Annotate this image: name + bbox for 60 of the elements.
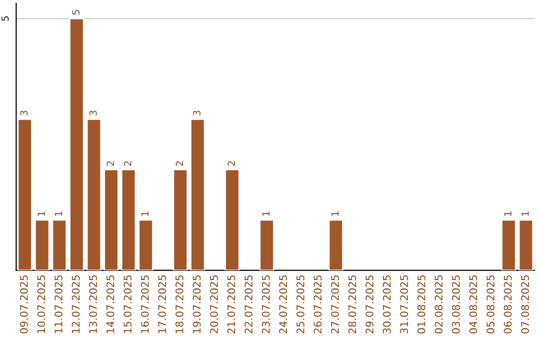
bar <box>518 219 534 270</box>
x-tick-label: 15.07.2025 <box>124 275 132 333</box>
bar <box>120 168 136 270</box>
x-tick-label: 27.07.2025 <box>331 275 339 334</box>
x-tick-label: 22.07.2025 <box>244 275 252 334</box>
x-tick-label: 23.07.2025 <box>262 275 270 334</box>
x-tick-label: 18.07.2025 <box>176 275 184 333</box>
x-tick-label: 25.07.2025 <box>296 275 304 334</box>
x-tick-label: 09.07.2025 <box>20 275 28 334</box>
x-tick-label: 10.07.2025 <box>37 275 46 333</box>
data-label: 2 <box>106 161 114 166</box>
data-label: 1 <box>54 212 62 216</box>
x-tick-label: 16.07.2025 <box>140 275 149 333</box>
x-tick-label: 13.07.2025 <box>89 275 97 333</box>
bar <box>69 18 84 270</box>
data-label: 2 <box>176 161 184 166</box>
x-tick-label: 03.08.2025 <box>452 275 460 334</box>
data-label: 5 <box>72 10 80 15</box>
x-tick-label: 26.07.2025 <box>314 275 322 334</box>
bar <box>86 118 102 270</box>
data-label: 3 <box>20 110 28 116</box>
bar <box>138 219 154 270</box>
bar <box>328 219 344 270</box>
bar <box>104 168 119 270</box>
x-tick-label: 28.07.2025 <box>348 275 356 334</box>
data-label: 1 <box>262 212 270 216</box>
x-tick-label: 07.08.2025 <box>521 275 529 334</box>
bar <box>501 219 516 270</box>
x-tick-label: 31.07.2025 <box>400 275 408 334</box>
x-tick-label: 12.07.2025 <box>72 275 80 333</box>
x-tick-label: 17.07.2025 <box>158 275 166 333</box>
data-label: 2 <box>228 161 235 166</box>
bar <box>17 118 32 270</box>
x-tick-label: 05.08.2025 <box>486 275 494 334</box>
data-label: 1 <box>522 212 529 216</box>
data-label: 1 <box>38 212 45 216</box>
x-tick-label: 11.07.2025 <box>54 275 62 333</box>
data-label: 1 <box>331 212 339 216</box>
x-tick-label: 02.08.2025 <box>434 275 443 334</box>
x-tick-label: 29.07.2025 <box>366 275 374 334</box>
bar <box>34 219 50 270</box>
bar <box>259 219 274 270</box>
data-label: 1 <box>141 212 148 216</box>
x-tick-label: 20.07.2025 <box>210 275 218 334</box>
x-tick-label: 24.07.2025 <box>279 275 288 334</box>
x-tick-label: 30.07.2025 <box>382 275 391 334</box>
bar <box>52 219 68 270</box>
bar <box>190 118 206 270</box>
x-tick-label: 04.08.2025 <box>469 275 478 334</box>
data-label: 1 <box>504 212 512 216</box>
data-label: 3 <box>89 110 97 116</box>
x-tick-label: 06.08.2025 <box>504 275 512 334</box>
x-tick-label: 01.08.2025 <box>417 275 426 334</box>
x-tick-label: 19.07.2025 <box>192 275 201 333</box>
x-tick-label: 14.07.2025 <box>106 275 114 333</box>
data-label: 2 <box>124 161 132 166</box>
bar <box>224 168 240 270</box>
data-label: 3 <box>193 110 200 116</box>
x-tick-label: 21.07.2025 <box>227 275 236 334</box>
bar <box>172 168 188 270</box>
